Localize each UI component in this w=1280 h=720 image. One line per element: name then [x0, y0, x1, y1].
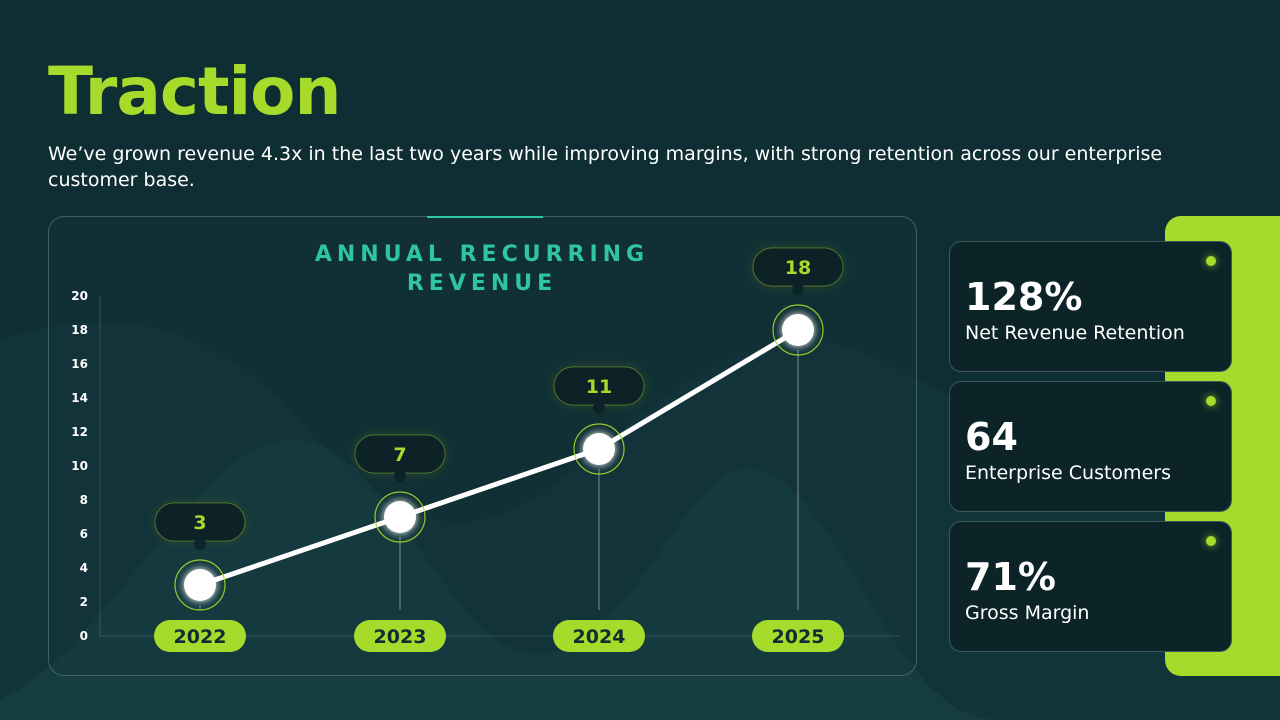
data-label-pointer: [194, 538, 206, 550]
chart-title: ANNUAL RECURRING REVENUE: [314, 242, 650, 296]
page-title: Traction: [48, 53, 341, 130]
stat-value: 64: [965, 415, 1018, 459]
data-label: 3: [193, 512, 206, 534]
data-label: 7: [393, 444, 406, 466]
status-dot-icon: [1206, 536, 1216, 546]
stat-value: 128%: [965, 275, 1083, 319]
data-point: [384, 501, 416, 533]
x-tick-label: 2023: [374, 626, 427, 648]
x-category-background: [354, 620, 446, 652]
stat-value: 71%: [965, 555, 1056, 599]
data-point-ring: [374, 491, 426, 543]
data-point: [184, 569, 216, 601]
data-label: 18: [785, 257, 811, 279]
x-category-background: [553, 620, 645, 652]
stat-card-customers: 64 Enterprise Customers: [949, 381, 1232, 512]
x-tick-label: 2022: [174, 626, 227, 648]
y-tick-label: 12: [71, 425, 88, 439]
data-label-bubble: 7: [354, 434, 446, 482]
data-label-pointer: [394, 470, 406, 482]
page-subtitle: We’ve grown revenue 4.3x in the last two…: [48, 143, 1163, 191]
data-point-ring: [573, 423, 625, 475]
x-category-pill: 2023: [354, 620, 446, 652]
stat-label: Gross Margin: [965, 602, 1090, 624]
y-tick-label: 0: [80, 629, 88, 643]
x-category-pill: 2024: [553, 620, 645, 652]
x-category-background: [752, 620, 844, 652]
y-tick-label: 20: [71, 289, 88, 303]
y-tick-label: 10: [71, 459, 88, 473]
data-label-pointer: [593, 402, 605, 414]
x-category-pill: 2025: [752, 620, 844, 652]
data-label: 11: [586, 376, 612, 398]
y-tick-label: 4: [80, 561, 88, 575]
data-label-bubble: 11: [553, 366, 645, 414]
data-point-ring: [772, 304, 824, 356]
status-dot-icon: [1206, 396, 1216, 406]
y-tick-label: 6: [80, 527, 88, 541]
data-point-ring: [174, 559, 226, 611]
stat-label: Enterprise Customers: [965, 462, 1171, 484]
status-dot-icon: [1206, 256, 1216, 266]
y-tick-label: 8: [80, 493, 88, 507]
data-point: [782, 314, 814, 346]
stat-card-retention: 128% Net Revenue Retention: [949, 241, 1232, 372]
x-tick-label: 2025: [772, 626, 825, 648]
data-label-pointer: [792, 283, 804, 295]
y-tick-label: 16: [71, 357, 88, 371]
chart-card: [48, 216, 917, 676]
y-tick-label: 18: [71, 323, 88, 337]
stat-label: Net Revenue Retention: [965, 322, 1185, 344]
stat-card-margin: 71% Gross Margin: [949, 521, 1232, 652]
chart-card-accent: [427, 216, 543, 218]
x-category-pill: 2022: [154, 620, 246, 652]
x-category-background: [154, 620, 246, 652]
y-tick-label: 14: [71, 391, 88, 405]
data-point: [583, 433, 615, 465]
data-label-bubble: 3: [154, 502, 246, 550]
series-line: [197, 327, 801, 588]
x-tick-label: 2024: [573, 626, 626, 648]
data-label-bubble: 18: [752, 247, 844, 295]
y-tick-label: 2: [80, 595, 88, 609]
